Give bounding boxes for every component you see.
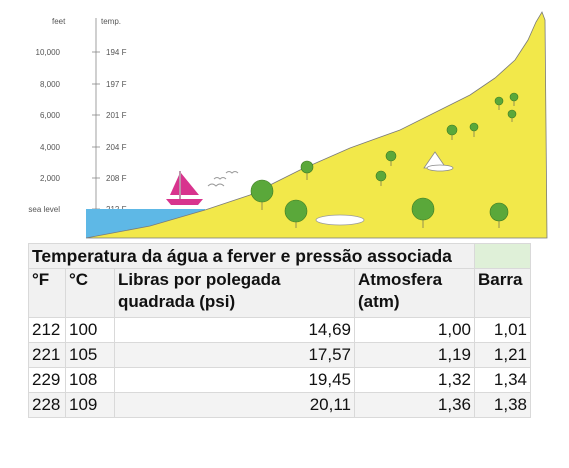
tent-icon xyxy=(423,151,454,172)
birds-icon xyxy=(207,171,239,187)
cell-celsius: 108 xyxy=(65,367,115,393)
cell-celsius: 100 xyxy=(65,317,115,343)
cell-bar: 1,01 xyxy=(474,317,532,343)
altitude-illustration: feet temp. 10,000 194 F 8,000 197 F 6,000 201… xyxy=(28,11,548,239)
boiling-table: Temperatura da água a ferver e pressão a… xyxy=(27,243,532,418)
table-row: 228 109 20,11 1,36 1,38 xyxy=(28,392,532,418)
cell-celsius: 109 xyxy=(65,392,115,418)
mountain xyxy=(85,11,548,239)
header-atm: Atmosfera (atm) xyxy=(353,268,476,318)
header-psi: Libras por polegada quadrada (psi) xyxy=(114,268,355,318)
altitude-label: 8,000 xyxy=(40,80,61,89)
tree-icons xyxy=(250,92,519,228)
sailboat-icon xyxy=(166,171,203,205)
header-celsius: °C xyxy=(65,268,115,318)
cell-psi: 14,69 xyxy=(114,317,355,343)
cell-fahrenheit: 228 xyxy=(28,392,66,418)
altitude-label: 2,000 xyxy=(40,174,61,183)
cell-psi: 20,11 xyxy=(114,392,355,418)
cell-bar: 1,38 xyxy=(474,392,532,418)
altitude-label: 4,000 xyxy=(40,143,61,152)
altitude-label: 10,000 xyxy=(36,48,61,57)
cell-atm: 1,00 xyxy=(353,317,476,343)
header-fahrenheit: °F xyxy=(28,268,66,318)
cell-atm: 1,36 xyxy=(353,392,476,418)
cell-atm: 1,19 xyxy=(353,342,476,368)
table-header-row: °F °C Libras por polegada quadrada (psi) At… xyxy=(28,268,532,318)
temperature-label: 208 F xyxy=(106,174,127,183)
cell-bar: 1,34 xyxy=(474,367,532,393)
pond xyxy=(315,214,365,226)
cell-atm: 1,32 xyxy=(353,367,476,393)
temperature-label: 204 F xyxy=(106,143,127,152)
axis-ticks: 10,000 194 F 8,000 197 F 6,000 201 F 4,000 204 … xyxy=(28,48,126,214)
temperature-label: 197 F xyxy=(106,80,127,89)
altitude-label: sea level xyxy=(28,205,60,214)
cell-bar: 1,21 xyxy=(474,342,532,368)
altitude-label: 6,000 xyxy=(40,111,61,120)
temperature-label: 194 F xyxy=(106,48,127,57)
table-row: 212 100 14,69 1,00 1,01 xyxy=(28,317,532,343)
cell-fahrenheit: 212 xyxy=(28,317,66,343)
table-row: 221 105 17,57 1,19 1,21 xyxy=(28,342,532,368)
cell-psi: 19,45 xyxy=(114,367,355,393)
table-row: 229 108 19,45 1,32 1,34 xyxy=(28,367,532,393)
cell-celsius: 105 xyxy=(65,342,115,368)
altitude-axis-title: feet xyxy=(52,17,66,26)
temperature-label: 201 F xyxy=(106,111,127,120)
temperature-axis-title: temp. xyxy=(101,17,121,26)
header-bar: Barra xyxy=(474,268,532,318)
cell-fahrenheit: 229 xyxy=(28,367,66,393)
table-title: Temperatura da água a ferver e pressão a… xyxy=(27,243,476,269)
cell-psi: 17,57 xyxy=(114,342,355,368)
table-title-tail xyxy=(474,243,532,269)
cell-fahrenheit: 221 xyxy=(28,342,66,368)
